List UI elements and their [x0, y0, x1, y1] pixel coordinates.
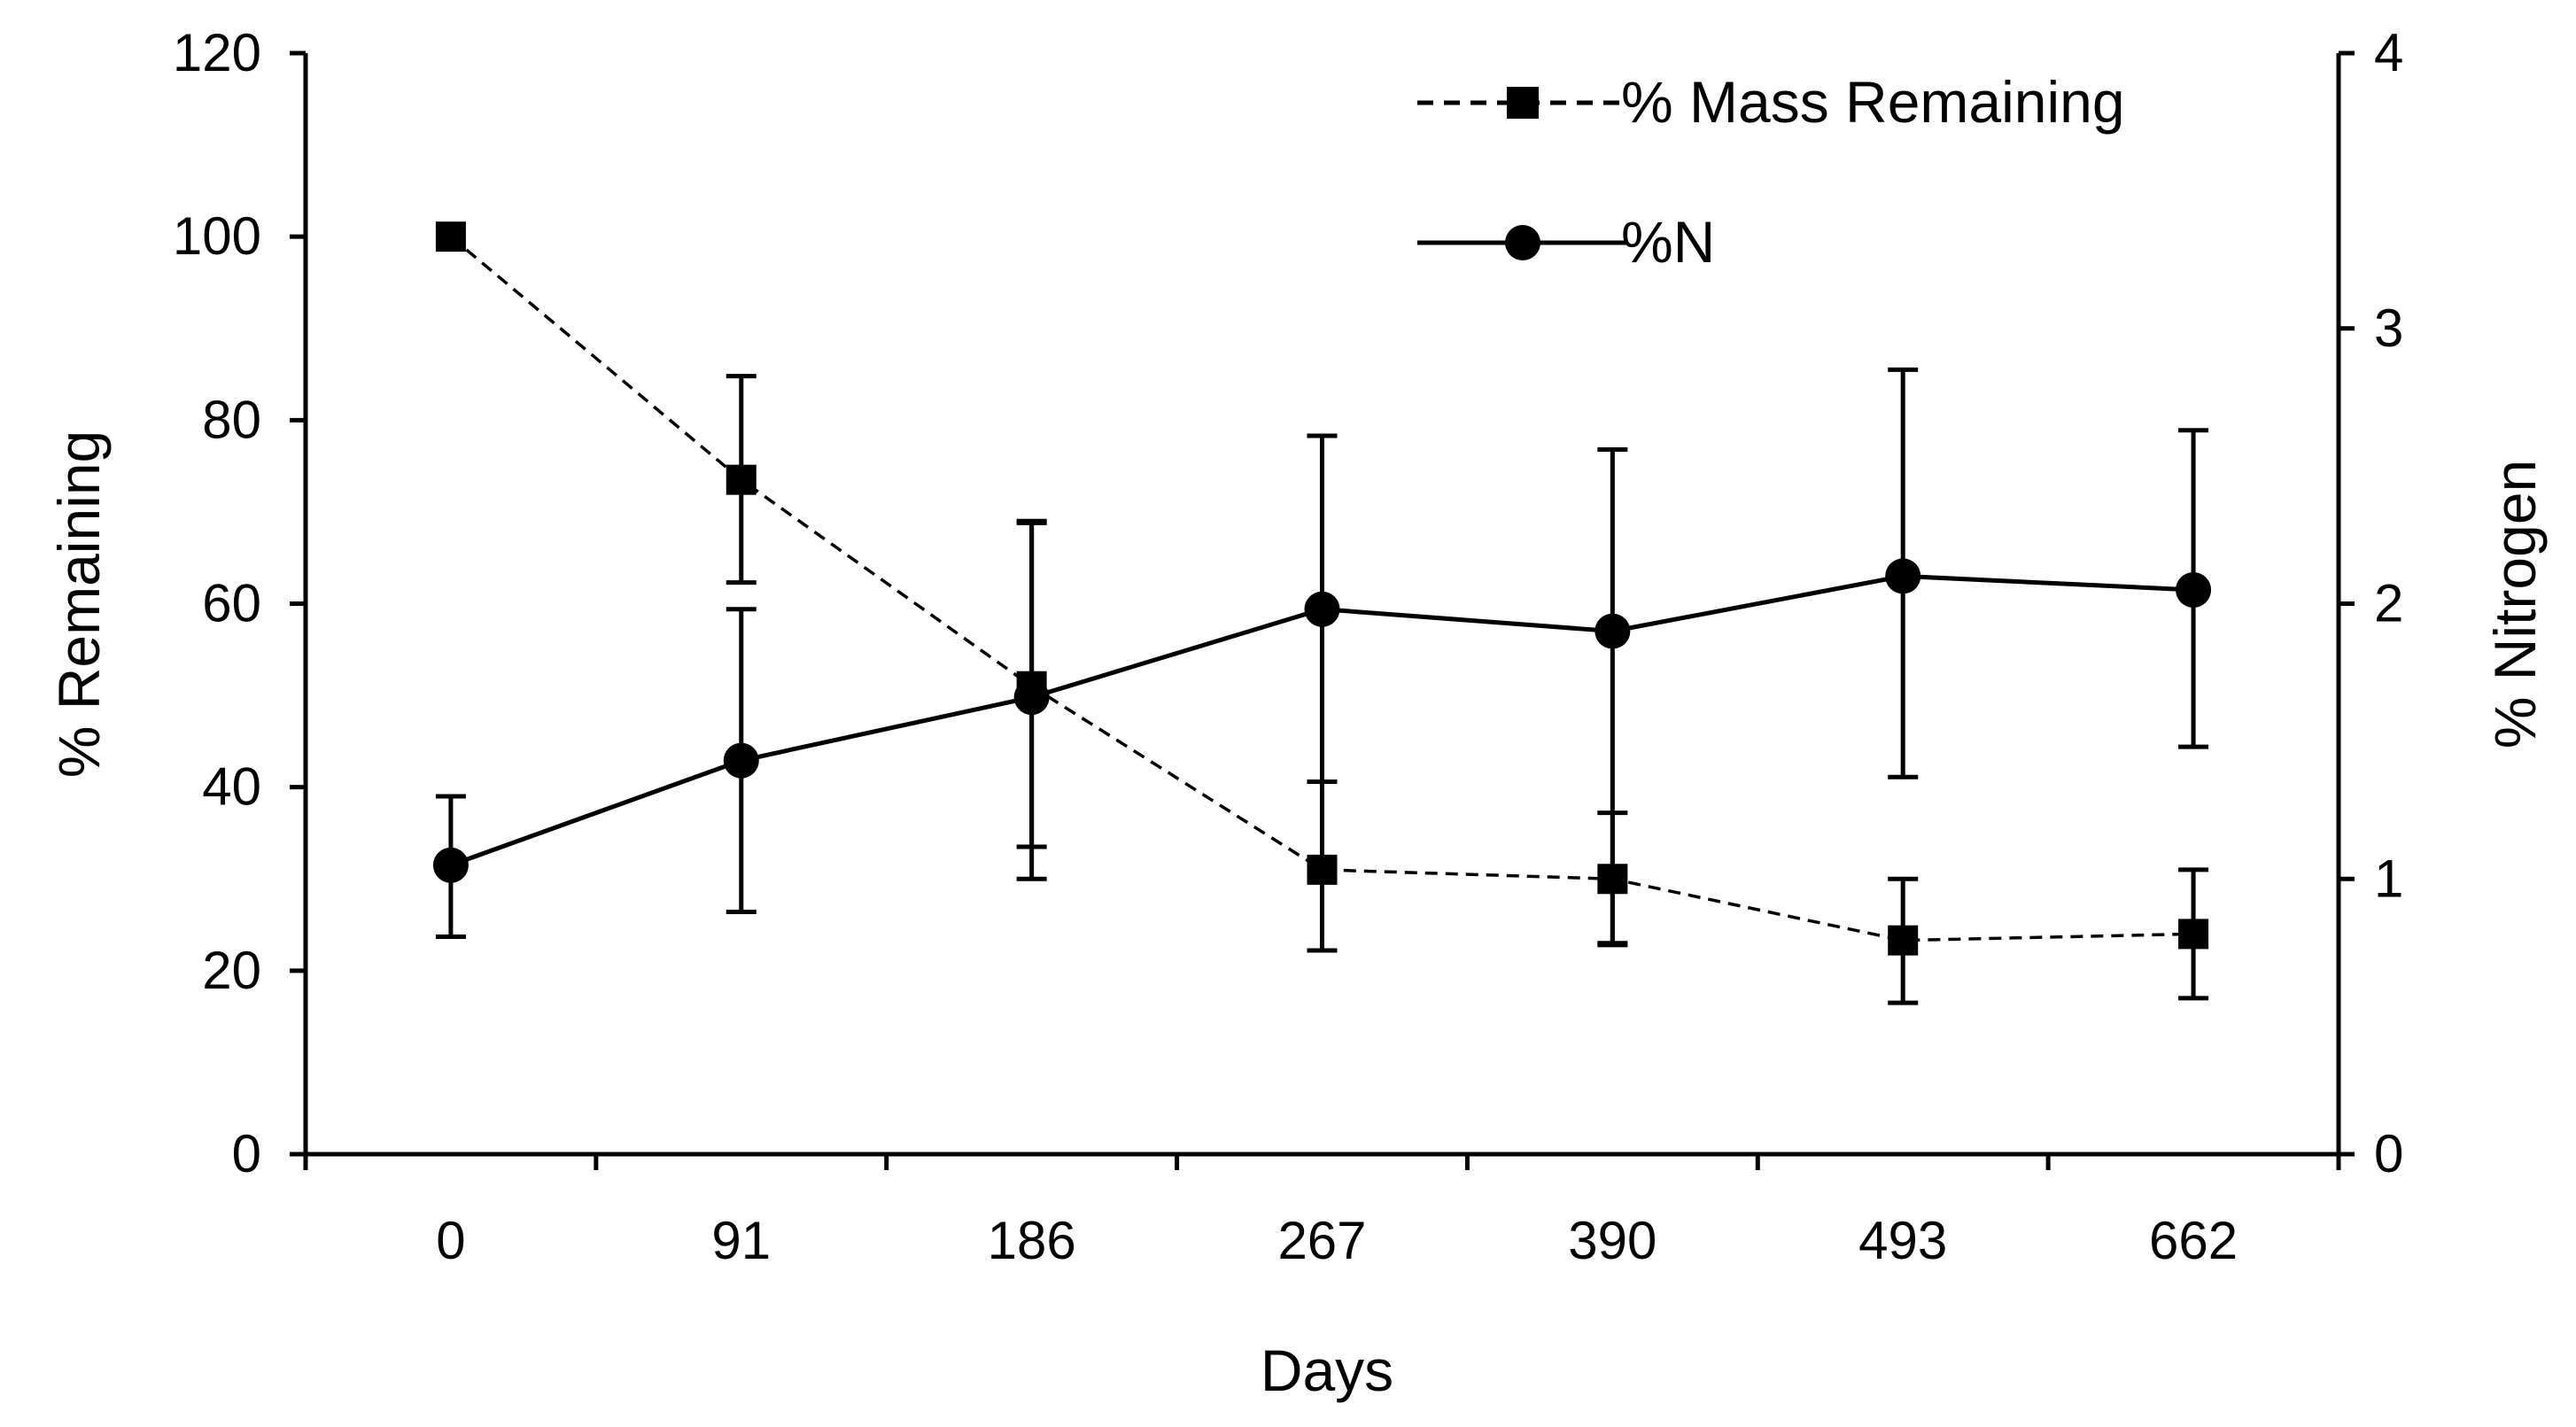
series-nitrogen [432, 367, 2212, 953]
y-tick-label: 120 [173, 23, 261, 82]
x-tick-label: 0 [436, 1211, 465, 1270]
nitrogen-point [1013, 679, 1050, 716]
y2-axis-title: % Nitrogen [2482, 460, 2548, 749]
y-tick-label: 0 [232, 1124, 261, 1183]
ticks: 0 91 186 267 390 493 662 0 20 40 60 80 100 120 0 1 2 3 4 [173, 23, 2403, 1270]
y2-tick-label: 2 [2374, 574, 2403, 633]
nitrogen-point [1885, 558, 1921, 594]
y-tick-label: 60 [202, 574, 261, 633]
y2-tick-label: 3 [2374, 299, 2403, 358]
y-axis-title: % Remaining [46, 430, 112, 779]
x-axis-title: Days [1261, 1338, 1393, 1403]
y2-tick-label: 0 [2374, 1124, 2403, 1183]
legend: % Mass Remaining %N [1417, 69, 2125, 275]
y2-tick-label: 1 [2374, 849, 2403, 908]
y-tick-label: 20 [202, 941, 261, 1000]
legend-n-marker [1505, 225, 1540, 260]
mass-point [2178, 919, 2209, 950]
legend-mass-marker [1507, 87, 1539, 119]
y-tick-label: 40 [202, 757, 261, 817]
legend-mass-label: % Mass Remaining [1621, 69, 2125, 135]
nitrogen-point [2176, 571, 2212, 608]
x-tick-label: 493 [1858, 1211, 1947, 1270]
y-tick-label: 100 [173, 206, 261, 266]
y2-tick-label: 4 [2374, 23, 2403, 82]
mass-point [1888, 925, 1919, 956]
x-tick-label: 267 [1277, 1211, 1366, 1270]
x-tick-label: 91 [711, 1211, 771, 1270]
y-tick-label: 80 [202, 390, 261, 449]
nitrogen-point [1594, 613, 1631, 649]
nitrogen-point [432, 847, 469, 883]
legend-n-label: %N [1621, 209, 1715, 275]
series [432, 221, 2212, 1005]
mass-point [725, 464, 757, 495]
mass-point [435, 221, 466, 252]
x-tick-label: 662 [2149, 1211, 2238, 1270]
nitrogen-point [1304, 591, 1340, 627]
x-tick-label: 186 [988, 1211, 1076, 1270]
x-tick-label: 390 [1568, 1211, 1657, 1270]
nitrogen-point [723, 742, 759, 779]
